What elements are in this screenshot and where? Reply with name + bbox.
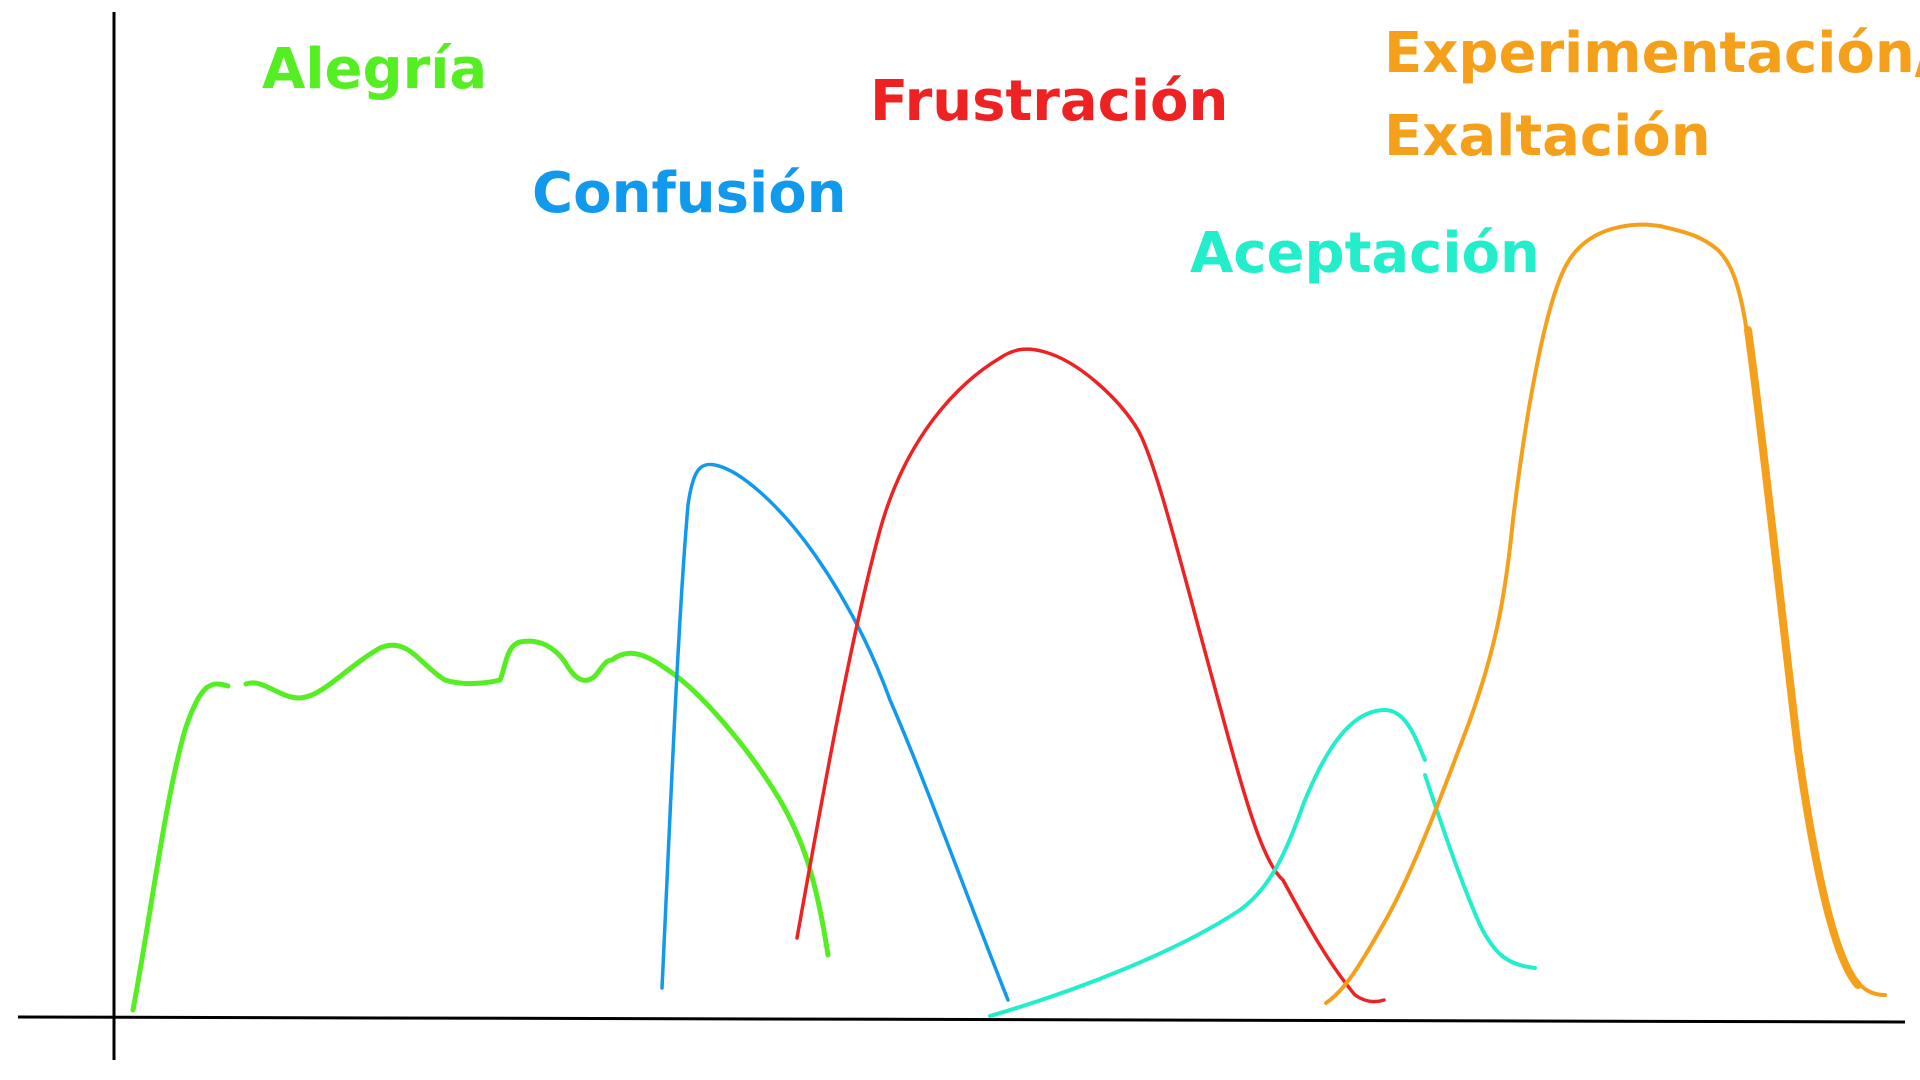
confusion-curve	[660, 462, 1010, 1002]
label-experimentacion-line2: Exaltación	[1384, 104, 1711, 169]
x-axis	[17, 1015, 1906, 1024]
label-experimentacion-line1: Experimentación/	[1384, 21, 1920, 86]
experimentacion-curve-thick	[1744, 326, 1862, 989]
label-frustracion: Frustración	[870, 69, 1228, 134]
frustracion-curve	[795, 347, 1386, 1004]
aceptacion-curve	[988, 708, 1427, 1018]
alegria-curve	[130, 638, 831, 1013]
label-alegria: Alegría	[262, 37, 487, 102]
aceptacion-curve-tail	[1423, 773, 1537, 970]
label-confusion: Confusión	[532, 161, 847, 226]
label-aceptacion: Aceptación	[1190, 221, 1540, 286]
experimentacion-curve	[1324, 222, 1887, 1005]
